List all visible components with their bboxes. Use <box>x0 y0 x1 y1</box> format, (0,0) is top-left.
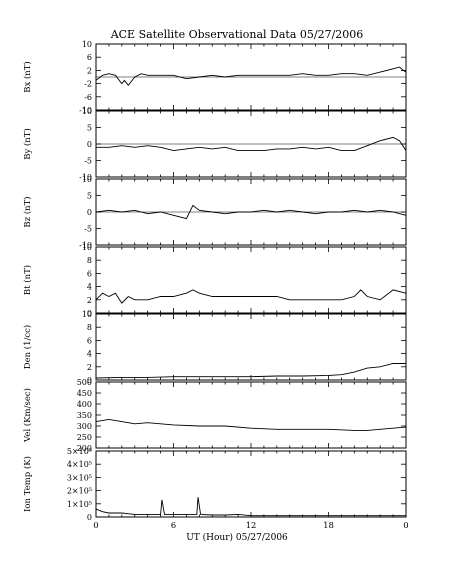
y-tick-label: 450 <box>77 389 92 398</box>
y-tick-label: 6 <box>87 53 92 62</box>
y-tick-label: 0 <box>87 140 92 149</box>
y-tick-label: 10 <box>82 107 92 116</box>
y-tick-label: 8 <box>87 323 92 332</box>
y-tick-label: 8 <box>87 256 92 265</box>
panels-group: -10 -6 -2 2 6 10 Bx (nT) -10 -5 0 5 10 By (nT) -10 -5 0… <box>22 40 409 531</box>
y-tick-label: 2 <box>87 296 92 305</box>
y-tick-label: 250 <box>77 433 92 442</box>
y-tick-label: 5 <box>87 124 92 133</box>
y-tick-label: 6 <box>87 269 92 278</box>
y-tick-label: 0 <box>87 513 92 522</box>
y-tick-label: -5 <box>84 225 92 234</box>
y-tick-label: 10 <box>82 175 92 184</box>
y-tick-label: 500 <box>77 378 92 387</box>
series-line <box>95 289 407 304</box>
y-tick-label: 5×10⁵ <box>67 447 92 456</box>
chart-title: ACE Satellite Observational Data 05/27/2… <box>110 28 364 41</box>
y-axis-label: Vel (Km/sec) <box>22 388 33 443</box>
y-axis-label: Bz (nT) <box>22 196 33 227</box>
y-tick-label: 1×10⁵ <box>67 500 92 509</box>
y-tick-label: 10 <box>82 40 92 49</box>
panel-frame <box>95 246 407 314</box>
y-tick-label: 10 <box>82 243 92 252</box>
series-line <box>95 204 407 220</box>
y-tick-label: 400 <box>77 400 92 409</box>
y-tick-label: 0 <box>87 376 92 385</box>
y-tick-label: -5 <box>84 157 92 166</box>
y-tick-label: -6 <box>84 93 92 102</box>
y-tick-label: 2 <box>87 363 92 372</box>
y-axis-label: Bt (nT) <box>22 265 33 295</box>
y-axis-label: Bx (nT) <box>22 61 33 93</box>
y-tick-label: 3×10⁵ <box>67 473 92 482</box>
y-tick-label: 5 <box>87 192 92 201</box>
panel-frame <box>95 381 407 449</box>
series-line <box>95 497 406 517</box>
y-tick-label: 0 <box>87 208 92 217</box>
y-tick-label: 6 <box>87 336 92 345</box>
y-tick-label: 300 <box>77 422 92 431</box>
x-tick-label: 0 <box>403 521 408 531</box>
series-line <box>95 363 406 379</box>
y-axis-label: Den (1/cc) <box>22 325 33 369</box>
panel-0: -10 -6 -2 2 6 10 Bx (nT) <box>22 40 407 115</box>
y-tick-label: 10 <box>82 310 92 319</box>
x-axis-label: UT (Hour) 05/27/2006 <box>186 532 288 543</box>
y-tick-label: 4 <box>87 283 92 292</box>
panel-frame <box>95 450 407 518</box>
y-tick-label: 4×10⁵ <box>67 460 92 469</box>
panel-6: 0 1×10⁵ 2×10⁵ 3×10⁵ 4×10⁵ 5×10⁵ Ion Temp (K) 0 6… <box>22 447 409 531</box>
panel-3: 0 2 4 6 8 10 Bt (nT) <box>22 243 407 318</box>
y-tick-label: -10 <box>79 106 92 115</box>
panel-2: -10 -5 0 5 10 Bz (nT) <box>22 175 407 250</box>
x-tick-label: 18 <box>323 521 334 531</box>
y-tick-label: 4 <box>87 350 92 359</box>
y-tick-label: 0 <box>87 309 92 318</box>
panel-5: 200 250 300 350 400 450 500 Vel (Km/sec) <box>22 378 407 453</box>
y-axis-label: By (nT) <box>22 128 33 160</box>
y-tick-label: -10 <box>79 173 92 182</box>
x-tick-label: 0 <box>93 521 98 531</box>
y-tick-label: 2 <box>87 66 92 75</box>
y-axis-label: Ion Temp (K) <box>22 456 33 512</box>
series-line <box>95 66 407 87</box>
x-tick-label: 12 <box>246 521 257 531</box>
series-line <box>95 418 407 431</box>
panel-4: 0 2 4 6 8 10 Den (1/cc) <box>22 310 407 385</box>
y-tick-label: -10 <box>79 241 92 250</box>
series-line <box>96 136 407 152</box>
panel-1: -10 -5 0 5 10 By (nT) <box>22 107 407 182</box>
y-tick-label: 2×10⁵ <box>67 487 92 496</box>
x-tick-label: 6 <box>171 521 176 531</box>
y-tick-label: 200 <box>77 444 92 453</box>
y-tick-label: 350 <box>77 411 92 420</box>
y-tick-label: -2 <box>84 80 92 89</box>
